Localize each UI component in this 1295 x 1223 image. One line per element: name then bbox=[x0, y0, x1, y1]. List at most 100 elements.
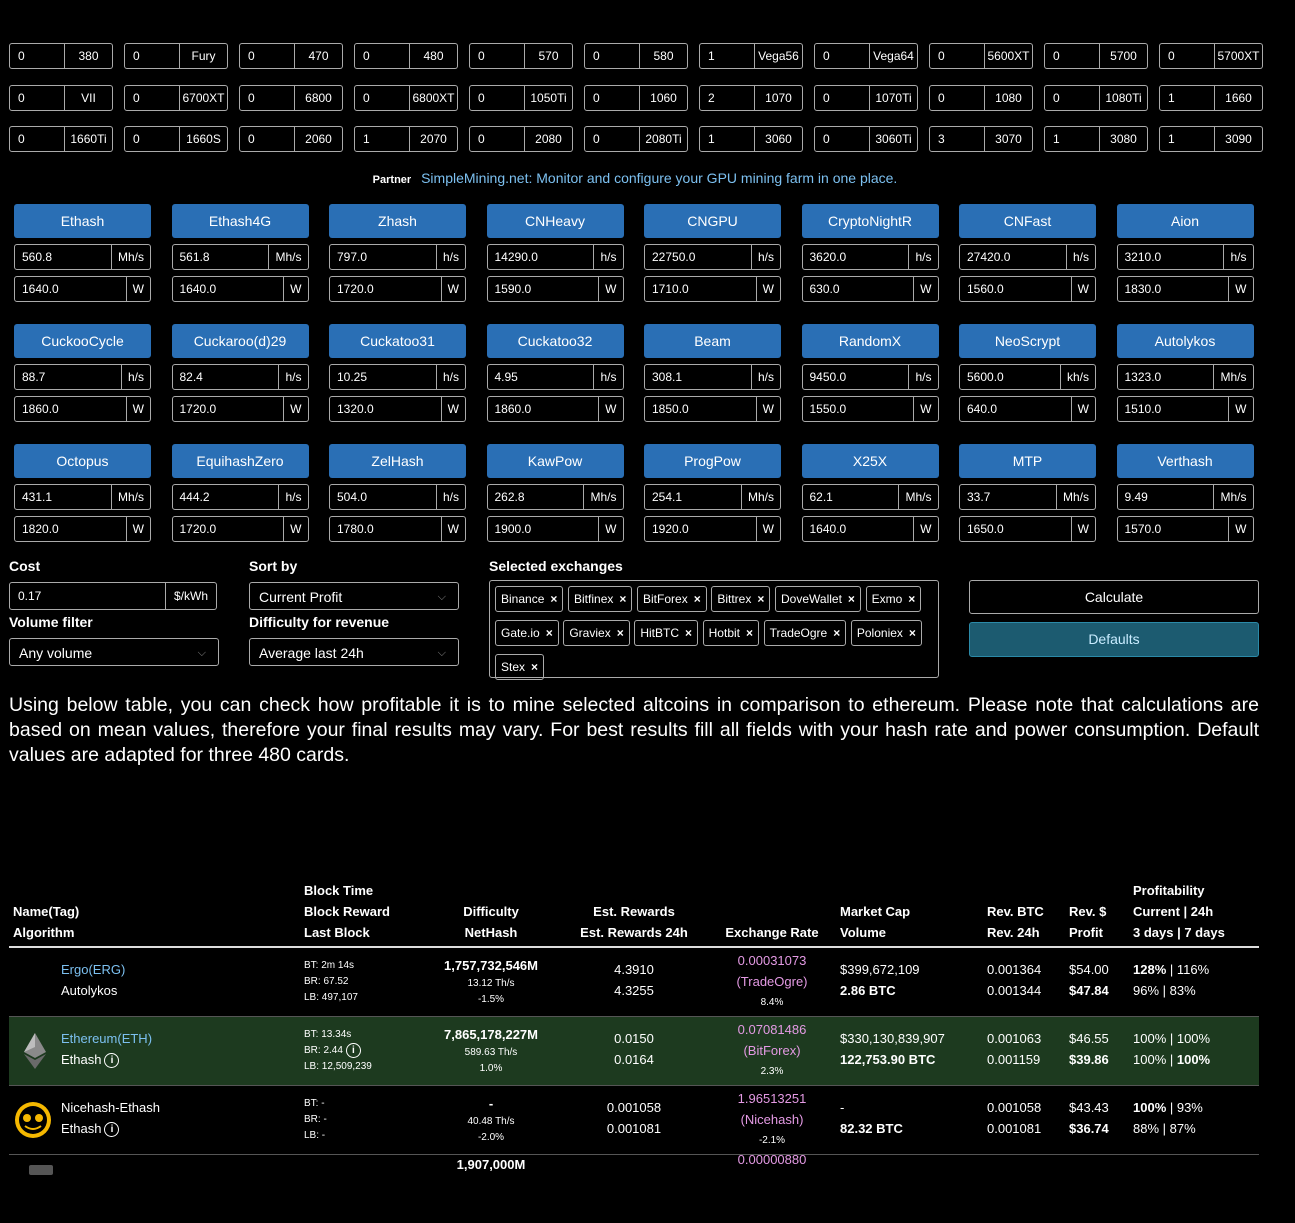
exchange-tag[interactable]: DoveWallet × bbox=[775, 586, 861, 612]
exchange-tag[interactable]: Poloniex × bbox=[850, 620, 922, 646]
header-profitability[interactable]: Profitability bbox=[1133, 883, 1205, 898]
power-input[interactable]: 1640.0 bbox=[801, 516, 915, 542]
info-icon[interactable]: i bbox=[104, 1053, 120, 1069]
exchange-tag[interactable]: Hotbit × bbox=[702, 620, 760, 646]
header-rev-btc[interactable]: Rev. BTC bbox=[987, 904, 1044, 919]
hashrate-input[interactable]: 88.7 bbox=[14, 364, 122, 390]
gpu-count-input[interactable]: 0 bbox=[1044, 85, 1100, 111]
gpu-count-input[interactable]: 0 bbox=[1159, 43, 1215, 69]
header-profitability-current[interactable]: Current | 24h bbox=[1133, 904, 1214, 919]
exchange-tag[interactable]: Gate.io × bbox=[495, 620, 559, 646]
exchange-tag[interactable]: BitForex × bbox=[637, 586, 707, 612]
gpu-count-input[interactable]: 0 bbox=[354, 43, 410, 69]
power-input[interactable]: 1860.0 bbox=[486, 396, 600, 422]
gpu-count-input[interactable]: 0 bbox=[354, 85, 410, 111]
power-input[interactable]: 1640.0 bbox=[171, 276, 285, 302]
exchange-tag[interactable]: TradeOgre × bbox=[763, 620, 847, 646]
hashrate-input[interactable]: 22750.0 bbox=[644, 244, 752, 270]
algorithm-toggle-button[interactable]: CuckooCycle bbox=[14, 324, 151, 358]
algorithm-toggle-button[interactable]: Verthash bbox=[1116, 444, 1254, 478]
gpu-count-input[interactable]: 0 bbox=[469, 126, 525, 152]
header-rev-24h[interactable]: Rev. 24h bbox=[987, 925, 1040, 940]
partner-link[interactable]: SimpleMining.net: Monitor and configure … bbox=[421, 170, 898, 186]
algorithm-toggle-button[interactable]: Aion bbox=[1116, 204, 1254, 238]
algorithm-toggle-button[interactable]: Beam bbox=[644, 324, 781, 358]
gpu-count-input[interactable]: 0 bbox=[124, 126, 180, 152]
power-input[interactable]: 630.0 bbox=[801, 276, 915, 302]
power-input[interactable]: 1590.0 bbox=[486, 276, 600, 302]
power-input[interactable]: 1720.0 bbox=[329, 276, 442, 302]
exchange-tag[interactable]: Binance × bbox=[495, 586, 564, 612]
algorithm-toggle-button[interactable]: EquihashZero bbox=[171, 444, 309, 478]
header-nethash[interactable]: NetHash bbox=[464, 925, 518, 940]
remove-icon[interactable]: × bbox=[685, 626, 693, 640]
hashrate-input[interactable]: 1323.0 bbox=[1116, 364, 1215, 390]
algorithm-toggle-button[interactable]: MTP bbox=[959, 444, 1096, 478]
hashrate-input[interactable]: 444.2 bbox=[171, 484, 280, 510]
power-input[interactable]: 1550.0 bbox=[801, 396, 915, 422]
hashrate-input[interactable]: 561.8 bbox=[171, 244, 270, 270]
header-algo[interactable]: Algorithm bbox=[13, 925, 75, 940]
header-block-reward[interactable]: Block Reward bbox=[304, 904, 390, 919]
algorithm-toggle-button[interactable]: Cuckatoo31 bbox=[329, 324, 466, 358]
hashrate-input[interactable]: 9450.0 bbox=[801, 364, 910, 390]
sort-select[interactable]: Current Profit ⌵ bbox=[249, 582, 459, 610]
hashrate-input[interactable]: 33.7 bbox=[959, 484, 1057, 510]
table-row[interactable]: 1,907,000M 0.00000880 bbox=[9, 1152, 1259, 1223]
power-input[interactable]: 1720.0 bbox=[171, 516, 285, 542]
hashrate-input[interactable]: 560.8 bbox=[14, 244, 112, 270]
remove-icon[interactable]: × bbox=[531, 660, 539, 674]
defaults-button[interactable]: Defaults bbox=[969, 622, 1259, 657]
table-row[interactable]: Ethereum(ETH) Ethash i BT: 13.34s BR: 2.4… bbox=[9, 1017, 1259, 1086]
gpu-count-input[interactable]: 1 bbox=[699, 126, 755, 152]
power-input[interactable]: 1900.0 bbox=[486, 516, 600, 542]
table-row[interactable]: Ergo(ERG) Autolykos BT: 2m 14s BR: 67.52… bbox=[9, 948, 1259, 1017]
gpu-count-input[interactable]: 0 bbox=[124, 43, 180, 69]
header-volume[interactable]: Volume bbox=[840, 925, 886, 940]
header-block-time[interactable]: Block Time bbox=[304, 883, 374, 898]
algorithm-toggle-button[interactable]: ZelHash bbox=[329, 444, 466, 478]
algorithm-toggle-button[interactable]: Zhash bbox=[329, 204, 466, 238]
power-input[interactable]: 640.0 bbox=[959, 396, 1072, 422]
gpu-count-input[interactable]: 0 bbox=[929, 43, 985, 69]
hashrate-input[interactable]: 10.25 bbox=[329, 364, 437, 390]
power-input[interactable]: 1570.0 bbox=[1116, 516, 1230, 542]
algorithm-toggle-button[interactable]: CNFast bbox=[959, 204, 1096, 238]
exchange-tag[interactable]: Graviex × bbox=[563, 620, 630, 646]
hashrate-input[interactable]: 4.95 bbox=[486, 364, 595, 390]
hashrate-input[interactable]: 431.1 bbox=[14, 484, 112, 510]
algorithm-toggle-button[interactable]: Autolykos bbox=[1116, 324, 1254, 358]
info-icon[interactable]: i bbox=[104, 1122, 120, 1138]
power-input[interactable]: 1560.0 bbox=[959, 276, 1072, 302]
hashrate-input[interactable]: 82.4 bbox=[171, 364, 280, 390]
gpu-count-input[interactable]: 3 bbox=[929, 126, 985, 152]
volume-filter-select[interactable]: Any volume ⌵ bbox=[9, 638, 219, 666]
gpu-count-input[interactable]: 0 bbox=[239, 43, 295, 69]
hashrate-input[interactable]: 3620.0 bbox=[801, 244, 910, 270]
exchange-rate[interactable]: 1.96513251 bbox=[737, 1091, 807, 1106]
header-market-cap[interactable]: Market Cap bbox=[840, 904, 911, 919]
remove-icon[interactable]: × bbox=[757, 592, 765, 606]
remove-icon[interactable]: × bbox=[833, 626, 841, 640]
algorithm-toggle-button[interactable]: ProgPow bbox=[644, 444, 781, 478]
gpu-count-input[interactable]: 1 bbox=[699, 43, 755, 69]
gpu-count-input[interactable]: 0 bbox=[124, 85, 180, 111]
algorithm-toggle-button[interactable]: Ethash4G bbox=[171, 204, 309, 238]
remove-icon[interactable]: × bbox=[908, 592, 916, 606]
exchange-tag[interactable]: Bittrex × bbox=[711, 586, 771, 612]
header-difficulty[interactable]: Difficulty bbox=[463, 904, 519, 919]
remove-icon[interactable]: × bbox=[746, 626, 754, 640]
power-input[interactable]: 1640.0 bbox=[14, 276, 127, 302]
gpu-count-input[interactable]: 0 bbox=[469, 43, 525, 69]
header-profitability-3d[interactable]: 3 days | 7 days bbox=[1133, 925, 1225, 940]
hashrate-input[interactable]: 3210.0 bbox=[1116, 244, 1225, 270]
coin-name[interactable]: Ethereum(ETH) bbox=[61, 1031, 153, 1046]
calculate-button[interactable]: Calculate bbox=[969, 580, 1259, 614]
algorithm-toggle-button[interactable]: NeoScrypt bbox=[959, 324, 1096, 358]
hashrate-input[interactable]: 254.1 bbox=[644, 484, 742, 510]
gpu-count-input[interactable]: 0 bbox=[1044, 43, 1100, 69]
power-input[interactable]: 1830.0 bbox=[1116, 276, 1230, 302]
gpu-count-input[interactable]: 0 bbox=[584, 85, 640, 111]
exchange-name[interactable]: (TradeOgre) bbox=[736, 974, 808, 989]
gpu-count-input[interactable]: 0 bbox=[9, 126, 65, 152]
